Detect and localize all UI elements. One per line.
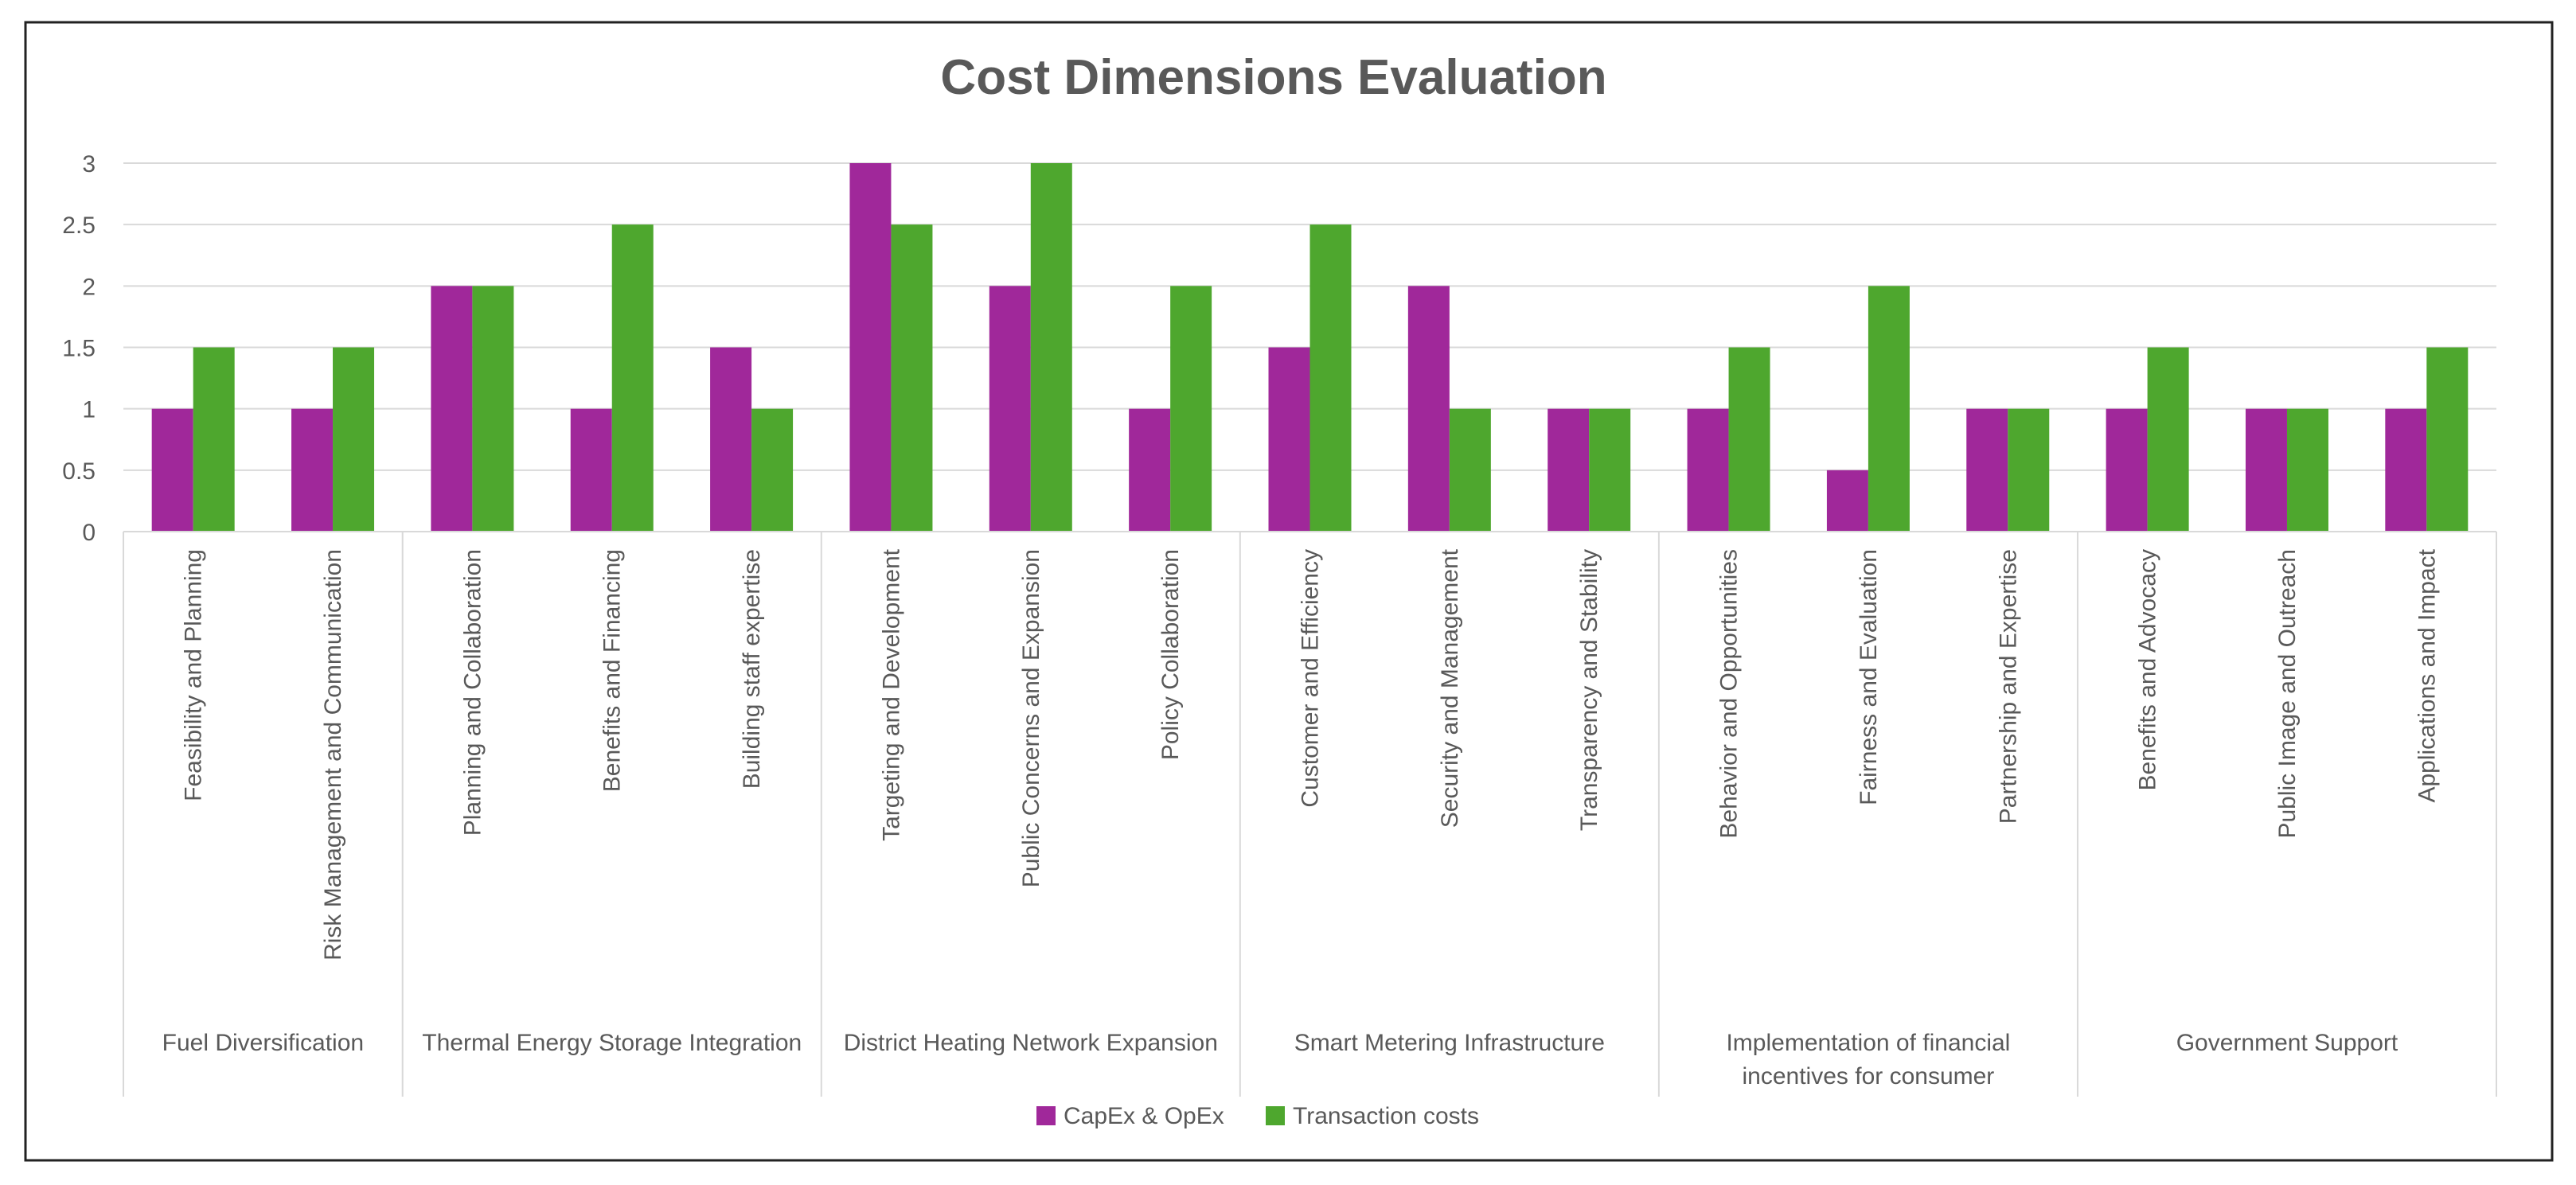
bar-transaction-costs <box>1309 224 1352 532</box>
group-labels: Fuel Diversification Thermal Energy Stora… <box>162 1030 2398 1089</box>
category-label: Benefits and Financing <box>599 549 626 792</box>
category-label: Public Concerns and Expansion <box>1018 549 1044 887</box>
category-label: Targeting and Development <box>878 548 904 841</box>
category-label: Policy Collaboration <box>1157 549 1184 760</box>
bar-capex-opex <box>2385 408 2427 532</box>
bar-capex-opex <box>2245 408 2287 532</box>
bar-transaction-costs <box>611 224 654 532</box>
bar-transaction-costs <box>1589 408 1631 532</box>
bar-capex-opex <box>1966 408 2008 532</box>
group-label: Thermal Energy Storage Integration <box>422 1030 802 1056</box>
bar-transaction-costs <box>2286 408 2328 532</box>
bar-capex-opex <box>1268 347 1310 532</box>
legend: CapEx & OpEx Transaction costs <box>1036 1103 1479 1129</box>
bar-capex-opex <box>1826 470 1868 532</box>
chart-title: Cost Dimensions Evaluation <box>940 50 1606 105</box>
bar-capex-opex <box>1687 408 1729 532</box>
bar-capex-opex <box>1548 408 1590 532</box>
bar-transaction-costs <box>751 408 794 532</box>
bar-transaction-costs <box>1868 286 1910 532</box>
y-tick-label: 2.5 <box>62 212 96 239</box>
bar-capex-opex <box>151 408 193 532</box>
group-label: Government Support <box>2176 1030 2398 1056</box>
category-label: Public Image and Outreach <box>2274 549 2301 839</box>
legend-label: CapEx & OpEx <box>1064 1103 1224 1129</box>
group-label: Fuel Diversification <box>162 1030 364 1056</box>
y-tick-label: 3 <box>82 151 96 177</box>
category-label: Benefits and Advocacy <box>2135 549 2161 791</box>
category-label: Transparency and Stability <box>1576 549 1602 831</box>
bar-transaction-costs <box>1170 286 1212 532</box>
legend-label: Transaction costs <box>1293 1103 1479 1129</box>
bar-capex-opex <box>2106 408 2148 532</box>
group-label: District Heating Network Expansion <box>844 1030 1218 1056</box>
category-label: Partnership and Expertise <box>1995 549 2021 824</box>
bar-transaction-costs <box>1728 347 1770 532</box>
bar-transaction-costs <box>472 286 514 532</box>
bar-capex-opex <box>1129 408 1171 532</box>
bar-capex-opex <box>1407 286 1450 532</box>
category-label: Behavior and Opportunities <box>1716 549 1743 839</box>
category-label: Customer and Efficiency <box>1298 549 1324 808</box>
y-tick-label: 0 <box>82 520 96 546</box>
bar-transaction-costs <box>333 347 375 532</box>
category-label: Planning and Collaboration <box>459 549 486 836</box>
legend-swatch-capex-opex <box>1036 1106 1056 1125</box>
group-label: Implementation of financial <box>1726 1030 2010 1056</box>
chart-border <box>24 21 2554 1162</box>
bar-capex-opex <box>291 408 334 532</box>
category-label: Applications and Impact <box>2414 548 2440 802</box>
category-label: Risk Management and Communication <box>320 549 346 961</box>
bar-capex-opex <box>849 163 892 532</box>
category-label: Fairness and Evaluation <box>1856 549 1882 805</box>
bars <box>151 163 2469 532</box>
y-tick-label: 1.5 <box>62 336 96 362</box>
category-label: Building staff expertise <box>739 549 765 789</box>
bar-transaction-costs <box>2008 408 2050 532</box>
group-label: incentives for consumer <box>1743 1063 1995 1089</box>
legend-swatch-transaction-costs <box>1266 1106 1285 1125</box>
bar-capex-opex <box>431 286 473 532</box>
category-labels: Feasibility and Planning Risk Management … <box>181 548 2441 961</box>
y-tick-label: 0.5 <box>62 458 96 485</box>
bar-transaction-costs <box>193 347 235 532</box>
bar-transaction-costs <box>1030 163 1072 532</box>
x-axis <box>123 531 2497 1097</box>
category-label: Feasibility and Planning <box>181 549 207 801</box>
bar-transaction-costs <box>2426 347 2469 532</box>
bar-capex-opex <box>710 347 752 532</box>
bar-capex-opex <box>570 408 612 532</box>
y-tick-label: 2 <box>82 274 96 300</box>
category-label: Security and Management <box>1437 548 1463 828</box>
y-tick-label: 1 <box>82 397 96 423</box>
bar-transaction-costs <box>1449 408 1491 532</box>
group-label: Smart Metering Infrastructure <box>1294 1030 1605 1056</box>
bar-capex-opex <box>989 286 1031 532</box>
bar-transaction-costs <box>2147 347 2189 532</box>
bar-transaction-costs <box>891 224 933 532</box>
y-axis-tick-labels: 0 0.5 1 1.5 2 2.5 3 <box>62 151 96 546</box>
